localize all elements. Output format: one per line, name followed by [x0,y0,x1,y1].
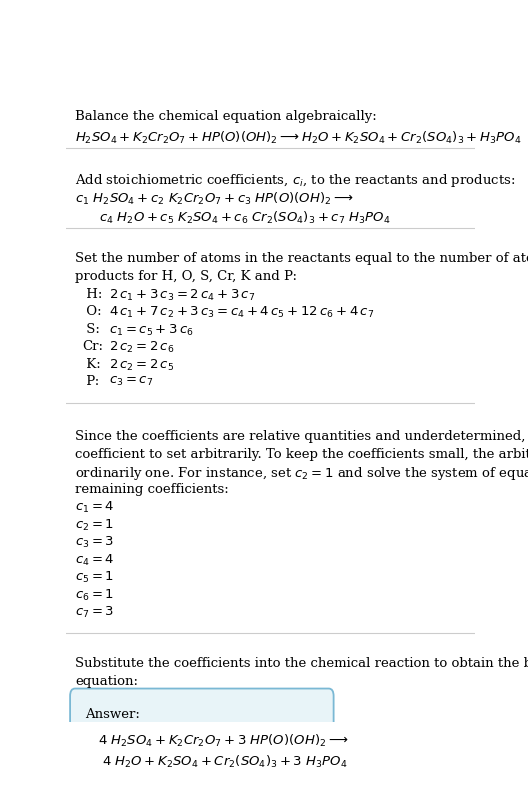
Text: P:: P: [82,375,100,388]
Text: Add stoichiometric coefficients, $c_i$, to the reactants and products:: Add stoichiometric coefficients, $c_i$, … [75,172,515,189]
Text: S:: S: [82,322,100,335]
Text: $c_1 = c_5 + 3\,c_6$: $c_1 = c_5 + 3\,c_6$ [109,322,194,337]
Text: $2\,c_1 + 3\,c_3 = 2\,c_4 + 3\,c_7$: $2\,c_1 + 3\,c_3 = 2\,c_4 + 3\,c_7$ [109,287,255,303]
Text: $c_1\ H_2SO_4 + c_2\ K_2Cr_2O_7 + c_3\ HP(O)(OH)_2 \longrightarrow$: $c_1\ H_2SO_4 + c_2\ K_2Cr_2O_7 + c_3\ H… [75,191,354,207]
Text: remaining coefficients:: remaining coefficients: [75,482,229,495]
Text: $c_4\ H_2O + c_5\ K_2SO_4 + c_6\ Cr_2(SO_4)_3 + c_7\ H_3PO_4$: $c_4\ H_2O + c_5\ K_2SO_4 + c_6\ Cr_2(SO… [99,210,390,225]
Text: H:: H: [82,287,103,300]
Text: $c_1 = 4$: $c_1 = 4$ [75,500,115,514]
Text: coefficient to set arbitrarily. To keep the coefficients small, the arbitrary va: coefficient to set arbitrarily. To keep … [75,447,528,460]
Text: O:: O: [82,305,102,318]
Text: Since the coefficients are relative quantities and underdetermined, choose a: Since the coefficients are relative quan… [75,430,528,443]
Text: $2\,c_2 = 2\,c_6$: $2\,c_2 = 2\,c_6$ [109,340,174,354]
Text: $2\,c_2 = 2\,c_5$: $2\,c_2 = 2\,c_5$ [109,357,174,372]
Text: Answer:: Answer: [85,707,140,720]
Text: $c_7 = 3$: $c_7 = 3$ [75,604,114,620]
Text: $c_6 = 1$: $c_6 = 1$ [75,587,114,602]
Text: $4\ H_2SO_4 + K_2Cr_2O_7 + 3\ HP(O)(OH)_2 \longrightarrow$: $4\ H_2SO_4 + K_2Cr_2O_7 + 3\ HP(O)(OH)_… [98,732,348,749]
Text: Balance the chemical equation algebraically:: Balance the chemical equation algebraica… [75,109,377,122]
Text: Set the number of atoms in the reactants equal to the number of atoms in the: Set the number of atoms in the reactants… [75,252,528,265]
Text: equation:: equation: [75,674,138,687]
Text: $c_3 = c_7$: $c_3 = c_7$ [109,375,153,388]
Text: $c_2 = 1$: $c_2 = 1$ [75,517,114,532]
Text: $H_2SO_4 + K_2Cr_2O_7 + HP(O)(OH)_2 \longrightarrow H_2O + K_2SO_4 + Cr_2(SO_4)_: $H_2SO_4 + K_2Cr_2O_7 + HP(O)(OH)_2 \lon… [75,130,522,146]
FancyBboxPatch shape [70,689,334,811]
Text: Substitute the coefficients into the chemical reaction to obtain the balanced: Substitute the coefficients into the che… [75,656,528,669]
Text: K:: K: [82,357,101,370]
Text: $4\ H_2O + K_2SO_4 + Cr_2(SO_4)_3 + 3\ H_3PO_4$: $4\ H_2O + K_2SO_4 + Cr_2(SO_4)_3 + 3\ H… [101,753,347,769]
Text: products for H, O, S, Cr, K and P:: products for H, O, S, Cr, K and P: [75,270,297,283]
Text: Cr:: Cr: [82,340,103,353]
Text: $4\,c_1 + 7\,c_2 + 3\,c_3 = c_4 + 4\,c_5 + 12\,c_6 + 4\,c_7$: $4\,c_1 + 7\,c_2 + 3\,c_3 = c_4 + 4\,c_5… [109,305,374,320]
Text: ordinarily one. For instance, set $c_2 = 1$ and solve the system of equations fo: ordinarily one. For instance, set $c_2 =… [75,465,528,482]
Text: $c_4 = 4$: $c_4 = 4$ [75,552,115,567]
Text: $c_3 = 3$: $c_3 = 3$ [75,534,114,550]
Text: $c_5 = 1$: $c_5 = 1$ [75,569,114,585]
